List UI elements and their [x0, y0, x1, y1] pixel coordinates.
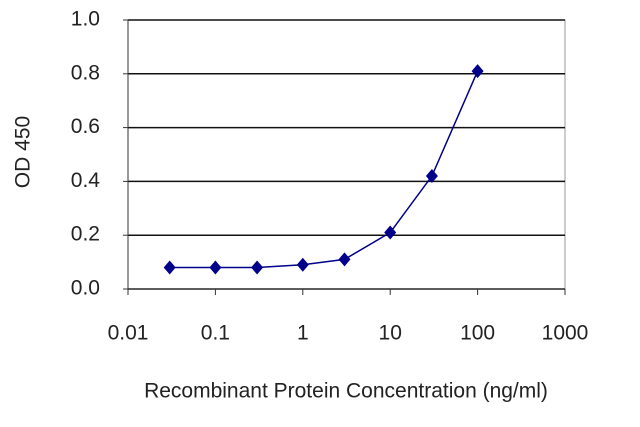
y-tick-label: 0.8: [71, 61, 100, 84]
data-point: [471, 64, 484, 79]
data-point: [251, 260, 264, 275]
x-tick-label: 1: [297, 322, 309, 345]
data-point: [384, 225, 397, 240]
data-point: [209, 260, 222, 275]
y-tick-label: 0.0: [71, 277, 100, 300]
x-axis-title: Recombinant Protein Concentration (ng/ml…: [144, 380, 548, 403]
data-line: [169, 70, 479, 269]
x-tick-label: 10: [379, 322, 402, 345]
y-tick-label: 1.0: [71, 8, 100, 31]
x-tick-label: 1000: [542, 322, 589, 345]
data-point: [296, 257, 309, 272]
y-tick-label: 0.4: [71, 169, 101, 192]
y-axis-title: OD 450: [12, 116, 35, 188]
y-tick-label: 0.6: [71, 115, 100, 138]
data-point: [338, 252, 351, 267]
data-point: [163, 260, 176, 275]
x-tick-label: 0.01: [108, 322, 149, 345]
x-tick-label: 100: [460, 322, 495, 345]
y-tick-label: 0.2: [71, 223, 100, 246]
plot-area: [127, 19, 566, 290]
data-point: [425, 169, 438, 184]
x-tick-label: 0.1: [201, 322, 230, 345]
